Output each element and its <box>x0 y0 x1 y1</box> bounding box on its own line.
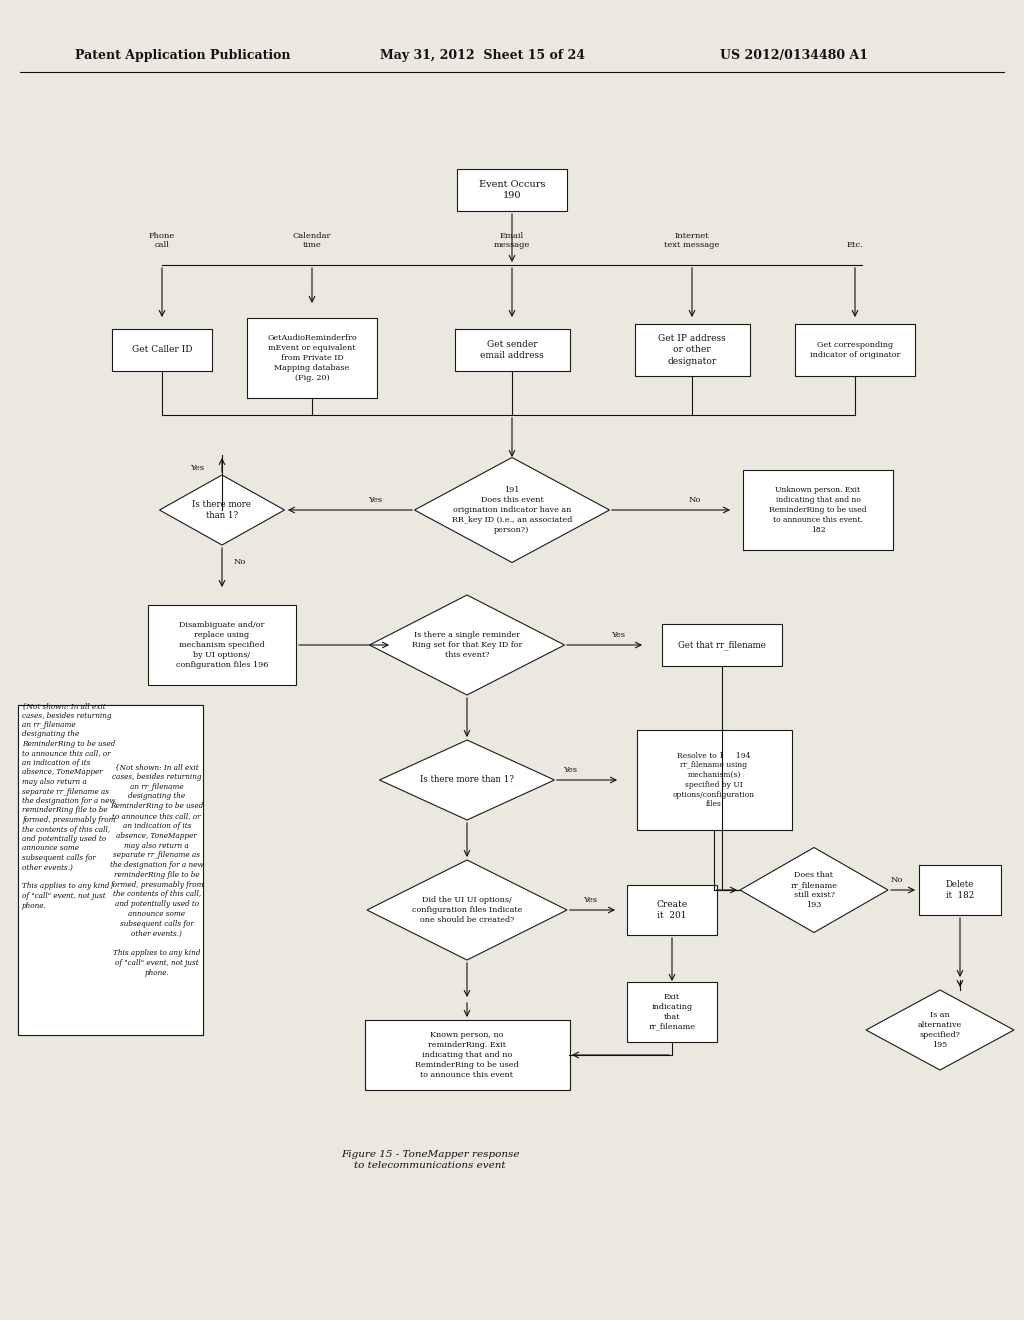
Polygon shape <box>740 847 888 932</box>
Text: Yes: Yes <box>611 631 625 639</box>
Text: Get Caller ID: Get Caller ID <box>132 346 193 355</box>
Polygon shape <box>866 990 1014 1071</box>
Text: No: No <box>234 558 247 566</box>
FancyBboxPatch shape <box>455 329 569 371</box>
FancyBboxPatch shape <box>457 169 567 211</box>
Text: Etc.: Etc. <box>847 242 863 249</box>
Text: Disambiguate and/or
replace using
mechanism specified
by UI options/
configurati: Disambiguate and/or replace using mechan… <box>176 622 268 669</box>
FancyBboxPatch shape <box>662 624 782 667</box>
Polygon shape <box>415 458 609 562</box>
FancyBboxPatch shape <box>743 470 893 550</box>
Text: May 31, 2012  Sheet 15 of 24: May 31, 2012 Sheet 15 of 24 <box>380 49 585 62</box>
Text: Is an
alternative
specified?
195: Is an alternative specified? 195 <box>918 1011 963 1048</box>
Text: Known person, no
reminderRing. Exit
indicating that and no
ReminderRing to be us: Known person, no reminderRing. Exit indi… <box>415 1031 519 1078</box>
Text: Get IP address
or other
designator: Get IP address or other designator <box>658 334 726 366</box>
FancyBboxPatch shape <box>919 865 1001 915</box>
FancyBboxPatch shape <box>635 323 750 376</box>
Text: Exit
indicating
that
rr_filename: Exit indicating that rr_filename <box>648 993 695 1031</box>
FancyBboxPatch shape <box>18 705 203 1035</box>
FancyBboxPatch shape <box>247 318 377 399</box>
FancyBboxPatch shape <box>627 884 717 935</box>
Text: US 2012/0134480 A1: US 2012/0134480 A1 <box>720 49 868 62</box>
Text: Resolve to 1     194
rr_filename using
mechanism(s)
specified by UI
options/conf: Resolve to 1 194 rr_filename using mecha… <box>673 751 755 808</box>
Text: Figure 15 - ToneMapper response
to telecommunications event: Figure 15 - ToneMapper response to telec… <box>341 1150 519 1170</box>
Text: No: No <box>689 496 701 504</box>
FancyBboxPatch shape <box>637 730 792 830</box>
Polygon shape <box>370 595 564 696</box>
Text: Yes: Yes <box>563 766 577 774</box>
Text: Delete
it  182: Delete it 182 <box>946 880 974 900</box>
Text: {Not shown: In all exit
cases, besides returning
an rr_filename
designating the
: {Not shown: In all exit cases, besides r… <box>110 763 204 977</box>
Text: Yes: Yes <box>190 465 204 473</box>
Text: Unknown person. Exit
indicating that and no
ReminderRing to be used
to announce : Unknown person. Exit indicating that and… <box>769 486 866 533</box>
Text: 191
Does this event
origination indicator have an
RR_key ID (i.e., an associated: 191 Does this event origination indicato… <box>452 486 572 533</box>
Polygon shape <box>160 475 285 545</box>
FancyBboxPatch shape <box>148 605 296 685</box>
FancyBboxPatch shape <box>112 329 212 371</box>
Text: Is there more
than 1?: Is there more than 1? <box>193 500 252 520</box>
Text: Email
message: Email message <box>494 232 530 249</box>
FancyBboxPatch shape <box>365 1020 569 1090</box>
Text: Is there a single reminder
Ring set for that Key ID for
this event?: Is there a single reminder Ring set for … <box>412 631 522 659</box>
Text: Is there more than 1?: Is there more than 1? <box>420 776 514 784</box>
Text: Get sender
email address: Get sender email address <box>480 341 544 360</box>
Text: Yes: Yes <box>368 496 382 504</box>
Text: No: No <box>891 876 903 884</box>
Text: Event Occurs
190: Event Occurs 190 <box>479 180 545 201</box>
Text: Yes: Yes <box>583 896 597 904</box>
FancyBboxPatch shape <box>17 705 203 1035</box>
Text: Does that
rr_filename
still exist?
193: Does that rr_filename still exist? 193 <box>791 871 838 908</box>
Polygon shape <box>380 741 555 820</box>
Text: Did the UI UI options/
configuration files Indicate
one should be created?: Did the UI UI options/ configuration fil… <box>412 896 522 924</box>
Text: Get corresponding
indicator of originator: Get corresponding indicator of originato… <box>810 341 900 359</box>
Text: Create
it  201: Create it 201 <box>656 900 687 920</box>
Text: {Not shown: In all exit
cases, besides returning
an rr_filename
designating the
: {Not shown: In all exit cases, besides r… <box>22 702 116 909</box>
Text: Calendar
time: Calendar time <box>293 232 331 249</box>
FancyBboxPatch shape <box>795 323 915 376</box>
Text: Patent Application Publication: Patent Application Publication <box>75 49 291 62</box>
Text: Phone
call: Phone call <box>148 232 175 249</box>
FancyBboxPatch shape <box>627 982 717 1041</box>
Text: GetAudioReminderfro
mEvent or equivalent
from Private ID
Mapping database
(Fig. : GetAudioReminderfro mEvent or equivalent… <box>267 334 356 381</box>
Text: Get that rr_filename: Get that rr_filename <box>678 640 766 649</box>
Text: Internet
text message: Internet text message <box>665 232 720 249</box>
Polygon shape <box>367 861 567 960</box>
